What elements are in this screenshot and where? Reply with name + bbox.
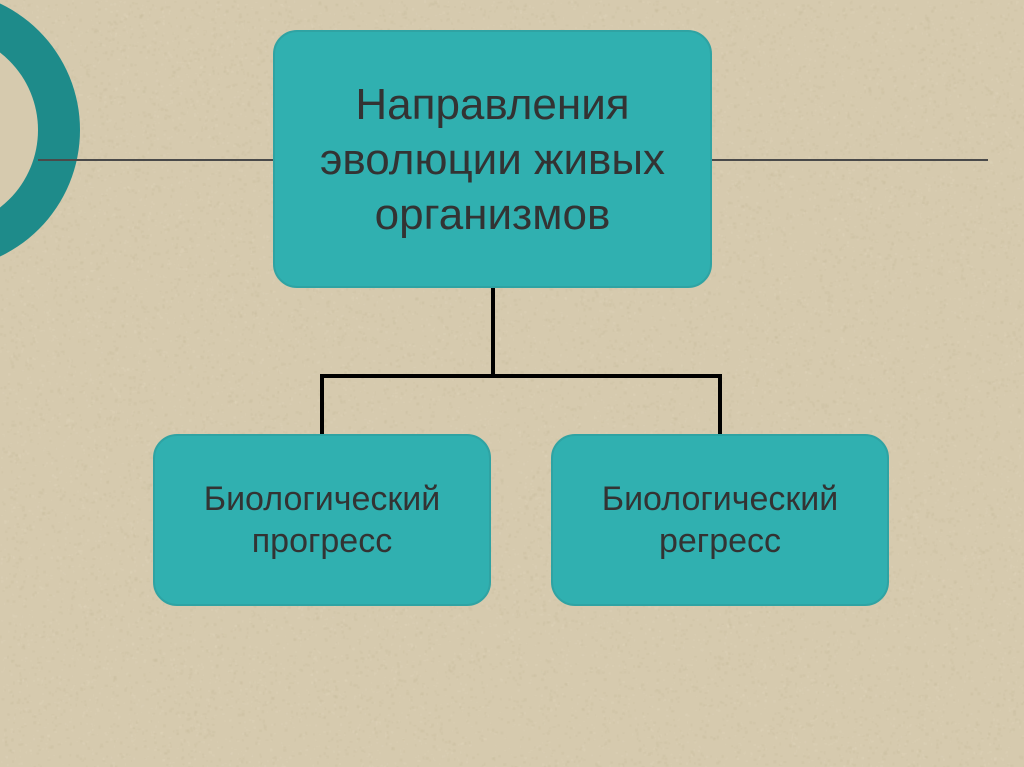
horizontal-rule-left <box>38 159 273 161</box>
node-root-label: Направления эволюции живых организмов <box>293 77 692 242</box>
node-right-label: Биологический регресс <box>571 478 869 563</box>
node-left-label: Биологический прогресс <box>173 478 471 563</box>
node-root: Направления эволюции живых организмов <box>273 30 712 288</box>
horizontal-rule-right <box>712 159 988 161</box>
node-right: Биологический регресс <box>551 434 889 606</box>
node-left: Биологический прогресс <box>153 434 491 606</box>
slide-stage: Направления эволюции живых организмов Би… <box>0 0 1024 767</box>
